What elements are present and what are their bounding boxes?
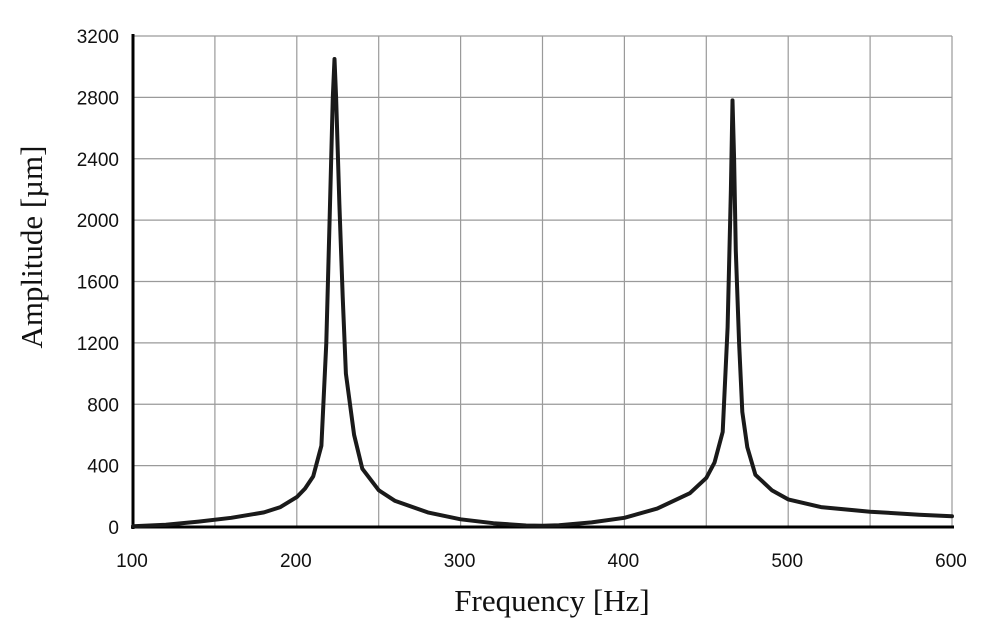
y-tick-label: 2800 xyxy=(77,88,119,109)
y-axis-label: Amplitude [µm] xyxy=(14,146,49,349)
x-tick-label: 600 xyxy=(935,551,967,572)
y-tick-label: 1600 xyxy=(77,273,119,294)
x-axis-label: Frequency [Hz] xyxy=(454,583,649,618)
y-tick-label: 3200 xyxy=(77,27,119,48)
y-tick-labels: 0 400 800 1200 1600 2000 2400 2800 3200 xyxy=(77,27,119,539)
y-tick-label: 2400 xyxy=(77,150,119,171)
y-tick-label: 400 xyxy=(87,457,119,478)
x-tick-label: 300 xyxy=(444,551,476,572)
y-tick-label: 1200 xyxy=(77,334,119,355)
x-tick-label: 200 xyxy=(280,551,312,572)
x-tick-labels: 100 200 300 400 500 600 xyxy=(116,551,967,572)
x-tick-label: 500 xyxy=(771,551,803,572)
y-tick-label: 0 xyxy=(108,518,119,539)
series-line xyxy=(131,57,954,529)
grid-lines xyxy=(132,35,953,528)
x-tick-label: 100 xyxy=(116,551,148,572)
plot-area xyxy=(131,57,954,529)
x-tick-label: 400 xyxy=(608,551,640,572)
y-tick-label: 2000 xyxy=(77,211,119,232)
y-tick-label: 800 xyxy=(87,395,119,416)
